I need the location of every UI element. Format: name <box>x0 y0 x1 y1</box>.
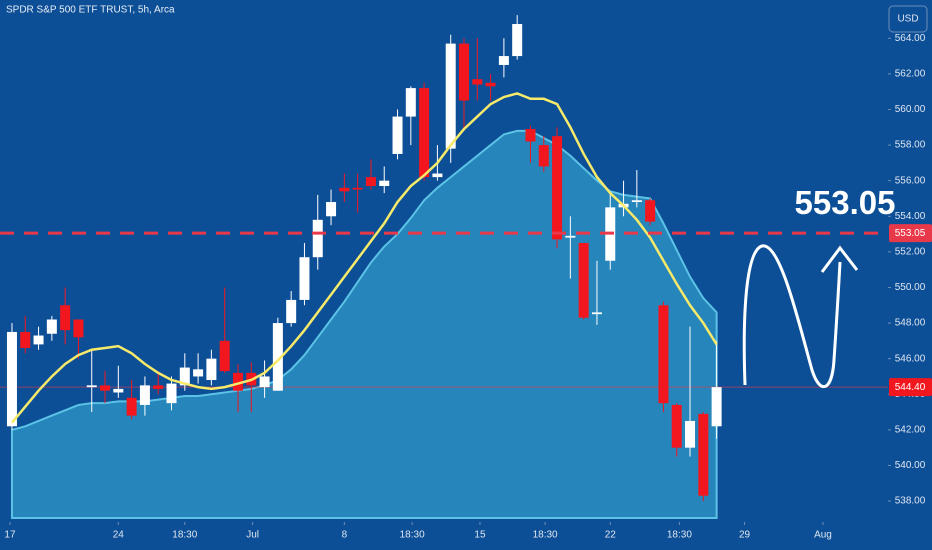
y-tick-label: 552.00 <box>895 247 926 258</box>
plot-area <box>0 15 888 519</box>
y-tick-label: 542.00 <box>895 424 926 435</box>
x-tick-label: 18:30 <box>667 530 692 541</box>
candle-body <box>73 319 84 338</box>
y-tick-label: 564.00 <box>895 33 926 44</box>
candle-body <box>538 145 549 167</box>
candle-body <box>193 369 204 377</box>
candle-body <box>485 82 496 87</box>
x-tick-label: 15 <box>474 530 486 541</box>
annotation-squiggle <box>742 244 842 389</box>
candle-body <box>525 129 536 142</box>
candle-body <box>179 367 190 386</box>
candle-body <box>379 180 390 187</box>
candle-body <box>113 388 124 393</box>
last-price-box <box>889 378 932 397</box>
target-annotation: 553.05 <box>795 184 896 221</box>
candle-body <box>698 413 709 496</box>
target-price-box <box>889 224 932 243</box>
candle-body <box>299 257 310 300</box>
x-tick-label: 17 <box>4 530 16 541</box>
target-price-label: 553.05 <box>895 228 926 239</box>
y-tick-label: 556.00 <box>895 175 926 186</box>
candle-body <box>139 385 150 405</box>
currency-button[interactable] <box>888 5 928 33</box>
x-tick-label: 22 <box>605 530 617 541</box>
x-tick-label: Jul <box>246 530 259 541</box>
candle-body <box>206 358 217 381</box>
x-tick-label: 18:30 <box>172 530 197 541</box>
candle-body <box>339 187 350 192</box>
candle-body <box>472 79 483 85</box>
candle-body <box>645 200 656 222</box>
y-tick-label: 548.00 <box>895 318 926 329</box>
candle-body <box>166 383 177 404</box>
candle-body <box>405 88 416 117</box>
y-tick-label: 540.00 <box>895 460 926 471</box>
candle-body <box>219 340 230 372</box>
x-tick-label: 8 <box>342 530 348 541</box>
candle-body <box>352 187 363 190</box>
x-tick-label: 29 <box>739 530 751 541</box>
y-tick-label: 562.00 <box>895 69 926 80</box>
y-tick-label: 558.00 <box>895 140 926 151</box>
candle-body <box>60 305 71 331</box>
x-tick-label: Aug <box>814 530 832 541</box>
x-tick-label: 24 <box>113 530 125 541</box>
candle-body <box>46 319 57 334</box>
candle-body <box>272 323 283 391</box>
y-tick-label: 546.00 <box>895 353 926 364</box>
candle-body <box>685 420 696 448</box>
y-tick-label: 550.00 <box>895 282 926 293</box>
candle-body <box>591 312 602 315</box>
candle-body <box>126 397 137 416</box>
candle-body <box>232 372 243 391</box>
candle-body <box>552 136 563 240</box>
candle-body <box>445 43 456 149</box>
candle-body <box>432 173 443 178</box>
candle-body <box>86 385 97 388</box>
candle-body <box>565 235 576 238</box>
candle-body <box>312 219 323 258</box>
candle-body <box>392 116 403 154</box>
candle-body <box>631 200 642 203</box>
candle-body <box>20 331 31 348</box>
area <box>10 129 718 519</box>
candle-body <box>578 242 589 318</box>
candle-body <box>326 202 337 217</box>
candle-body <box>100 385 111 391</box>
candle-body <box>711 387 722 427</box>
candle-body <box>419 88 430 178</box>
y-tick-label: 554.00 <box>895 211 926 222</box>
x-tick-label: 18:30 <box>400 530 425 541</box>
candle-body <box>259 376 270 388</box>
candle-body <box>33 335 44 345</box>
candle-body <box>498 56 509 65</box>
last-price-label: 544.40 <box>895 382 926 393</box>
moving-average <box>11 92 718 424</box>
candle-body <box>6 331 17 427</box>
candle-body <box>153 385 164 389</box>
chart-title: SPDR S&P 500 ETF TRUST, 5h, Arca <box>6 5 175 16</box>
candle-body <box>671 404 682 448</box>
currency-label[interactable]: USD <box>897 14 918 25</box>
annotation-arrowhead <box>820 245 859 273</box>
candle-body <box>459 43 470 101</box>
candle-body <box>512 24 523 57</box>
candle-body <box>365 177 376 187</box>
candle-body <box>658 305 669 404</box>
x-tick-label: 18:30 <box>533 530 558 541</box>
y-tick-label: 560.00 <box>895 104 926 115</box>
y-tick-label: 538.00 <box>895 496 926 507</box>
candle-body <box>286 299 297 324</box>
